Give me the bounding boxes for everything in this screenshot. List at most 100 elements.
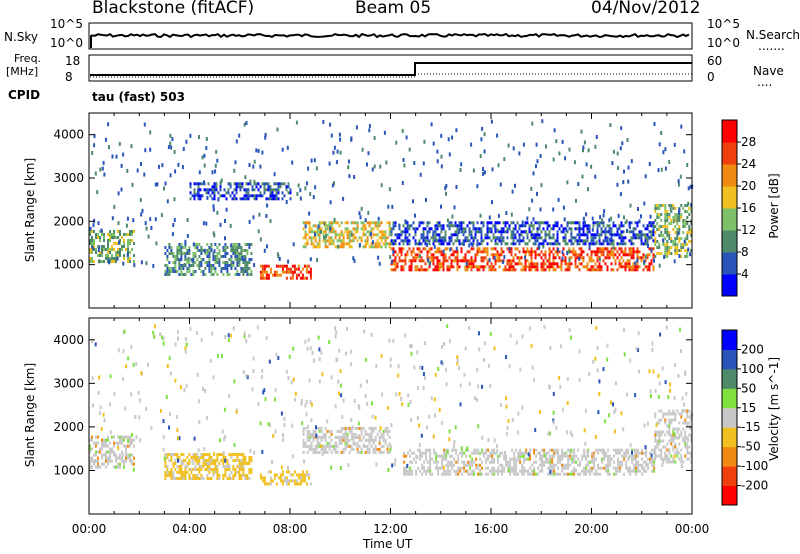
heatmap-cell (194, 246, 197, 249)
heatmap-cell (458, 366, 460, 371)
heatmap-cell (582, 242, 585, 246)
heatmap-cell (129, 251, 131, 254)
heatmap-cell (441, 345, 443, 349)
heatmap-cell (574, 239, 577, 243)
heatmap-cell (161, 163, 164, 168)
heatmap-cell (164, 252, 167, 255)
heatmap-cell (652, 369, 655, 374)
heatmap-cell (487, 457, 490, 461)
heatmap-cell (380, 245, 383, 249)
heatmap-cell (539, 154, 542, 158)
heatmap-cell (314, 429, 317, 433)
heatmap-cell (99, 447, 101, 451)
heatmap-cell (594, 268, 597, 272)
heatmap-cell (456, 236, 459, 240)
heatmap-cell (394, 256, 397, 260)
heatmap-cell (424, 262, 427, 266)
heatmap-cell (308, 435, 311, 439)
heatmap-cell (656, 222, 659, 225)
heatmap-cell (154, 182, 157, 187)
heatmap-cell (410, 268, 413, 272)
heatmap-cell (304, 403, 307, 408)
heatmap-cell (295, 267, 298, 271)
heatmap-cell (109, 447, 111, 451)
heatmap-cell (580, 256, 583, 260)
heatmap-cell (372, 429, 375, 433)
heatmap-cell (434, 224, 437, 228)
heatmap-cell (460, 446, 463, 451)
nave-label: Nave (753, 64, 784, 78)
heatmap-cell (608, 227, 611, 231)
heatmap-cell (342, 242, 345, 246)
heatmap-cell (521, 472, 524, 476)
heatmap-cell (424, 227, 427, 231)
heatmap-cell (474, 259, 477, 263)
heatmap-cell (378, 245, 381, 249)
heatmap-cell (297, 476, 300, 480)
heatmap-cell (176, 471, 179, 474)
heatmap-cell (216, 474, 219, 477)
heatmap-cell (662, 445, 665, 449)
heatmap-cell (438, 408, 441, 413)
heatmap-cell (89, 233, 91, 236)
heatmap-cell (454, 425, 457, 430)
heatmap-cell (451, 463, 454, 467)
heatmap-cell (502, 239, 505, 243)
heatmap-cell (427, 466, 430, 470)
heatmap-cell (408, 265, 411, 269)
heatmap-cell (526, 242, 529, 246)
heatmap-cell (172, 477, 175, 480)
heatmap-cell (235, 197, 238, 201)
heatmap-cell (462, 230, 465, 234)
heatmap-cell (543, 451, 546, 455)
heatmap-cell (676, 213, 679, 216)
heatmap-cell (451, 454, 454, 458)
heatmap-cell (684, 249, 687, 252)
heatmap-cell (364, 242, 367, 246)
heatmap-cell (222, 255, 225, 258)
heatmap-cell (430, 227, 433, 231)
heatmap-cell (568, 328, 571, 332)
heatmap-cell (517, 457, 520, 462)
heatmap-cell (422, 372, 425, 376)
heatmap-cell (649, 457, 652, 461)
heatmap-cell (121, 377, 124, 382)
heatmap-cell (192, 477, 195, 480)
heatmap-cell (617, 460, 620, 464)
heatmap-cell (615, 451, 618, 455)
heatmap-cell (656, 240, 659, 243)
heatmap-cell (674, 216, 677, 219)
heatmap-cell (556, 233, 559, 237)
heatmap-cell (483, 451, 486, 455)
heatmap-cell (418, 250, 421, 254)
heatmap-cell (538, 233, 541, 237)
heatmap-cell (622, 250, 625, 254)
heatmap-cell (358, 236, 361, 240)
heatmap-cell (185, 139, 188, 144)
nave-dots: .... (757, 75, 773, 89)
heatmap-cell (324, 245, 327, 249)
colorbar-segment (722, 330, 737, 350)
heatmap-cell (259, 185, 262, 189)
heatmap-cell (159, 332, 162, 337)
heatmap-cell (401, 181, 404, 185)
heatmap-cell (660, 131, 663, 135)
heatmap-cell (245, 194, 248, 198)
heatmap-cell (471, 457, 474, 461)
heatmap-cell (438, 268, 441, 272)
heatmap-cell (668, 439, 671, 443)
heatmap-cell (212, 267, 215, 270)
heatmap-cell (168, 474, 171, 477)
heatmap-cell (403, 454, 406, 458)
heatmap-cell (169, 133, 172, 138)
heatmap-cell (604, 227, 607, 231)
heatmap-cell (107, 450, 109, 454)
heatmap-cell (583, 466, 586, 470)
heatmap-cell (93, 230, 95, 233)
heatmap-cell (326, 444, 329, 448)
heatmap-cell (557, 472, 560, 476)
heatmap-cell (321, 451, 324, 456)
heatmap-cell (255, 197, 258, 201)
heatmap-cell (475, 451, 478, 455)
heatmap-cell (611, 161, 614, 166)
